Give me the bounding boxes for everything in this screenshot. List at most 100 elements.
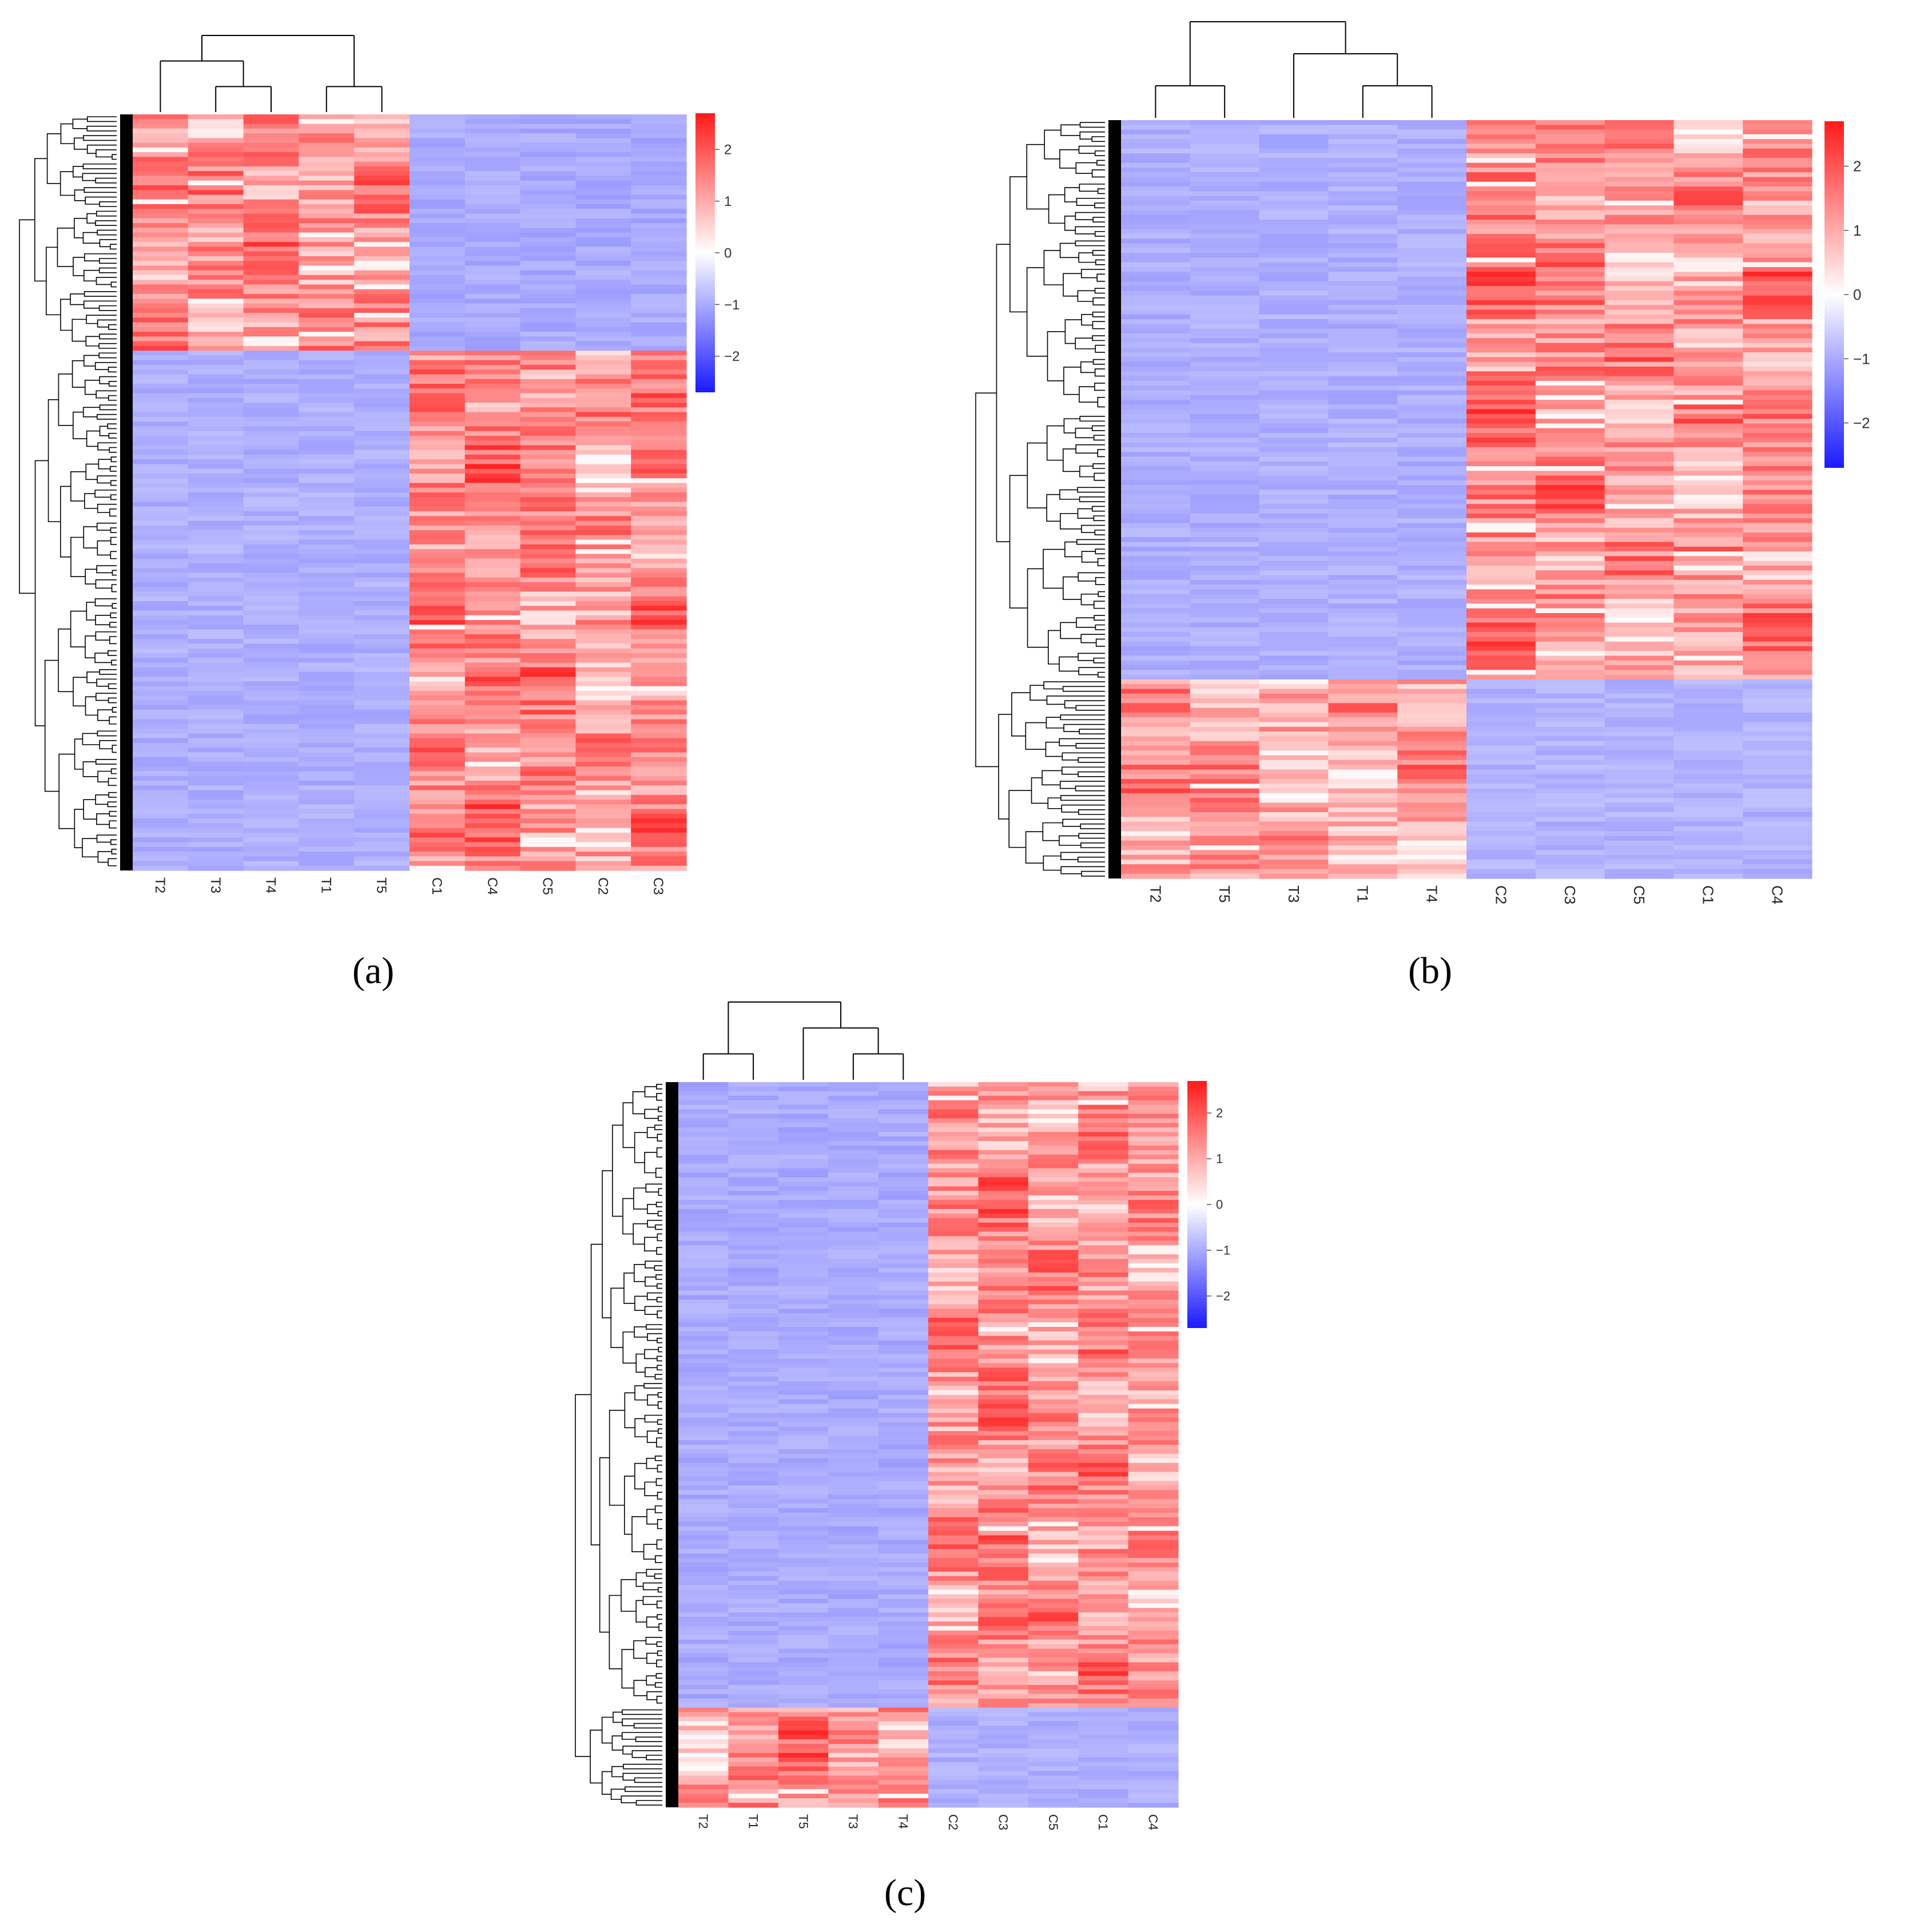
heatmap-cell (1328, 736, 1398, 742)
heatmap-cell (1604, 158, 1674, 164)
row-dendrogram-branch (110, 768, 117, 774)
heatmap-cell (1466, 390, 1536, 396)
heatmap-cell (1121, 352, 1191, 357)
heatmap-cell (678, 1163, 729, 1169)
heatmap-cell (1604, 181, 1674, 187)
heatmap-cell (1397, 243, 1467, 249)
heatmap-cell (978, 1399, 1029, 1405)
heatmap-cell (678, 1358, 729, 1363)
heatmap-cell (1397, 542, 1467, 547)
heatmap-cell (1397, 210, 1467, 216)
heatmap-cell (728, 1191, 779, 1196)
heatmap-cell (1028, 1159, 1079, 1164)
heatmap-cell (1121, 475, 1191, 481)
heatmap-cell (299, 492, 355, 498)
heatmap-cell (410, 190, 466, 196)
heatmap-cell (1397, 357, 1467, 363)
heatmap-cell (778, 1653, 829, 1659)
heatmap-cell (1128, 1349, 1179, 1355)
heatmap-cell (520, 416, 576, 422)
heatmap-cell (1121, 158, 1191, 164)
heatmap-cell (878, 1653, 929, 1659)
heatmap-cell (1674, 850, 1743, 856)
heatmap-cell (1328, 698, 1398, 703)
heatmap-cell (243, 761, 299, 767)
heatmap-cell (978, 1689, 1029, 1695)
heatmap-cell (1535, 286, 1605, 291)
heatmap-cell (1674, 788, 1743, 794)
heatmap-cell (1128, 1141, 1179, 1146)
heatmap-cell (1259, 300, 1329, 305)
heatmap-cell (928, 1345, 979, 1350)
heatmap-cell (1328, 144, 1398, 149)
heatmap-cell (1604, 508, 1674, 514)
heatmap-cell (878, 1381, 929, 1386)
heatmap-cell (1259, 807, 1329, 813)
heatmap-cell (243, 723, 299, 729)
heatmap-cell (243, 450, 299, 455)
heatmap-cell (1604, 385, 1674, 391)
heatmap-cell (1078, 1385, 1129, 1391)
heatmap-cell (1259, 272, 1329, 277)
heatmap-cell (928, 1499, 979, 1504)
heatmap-cell (1259, 461, 1329, 467)
heatmap-cell (1190, 807, 1260, 813)
heatmap-cell (299, 757, 355, 762)
heatmap-cell (1674, 651, 1743, 657)
heatmap-cell (1535, 575, 1605, 581)
heatmap-cell (1674, 238, 1743, 244)
heatmap-cell (520, 322, 576, 328)
heatmap-cell (1674, 693, 1743, 699)
heatmap-cell (1604, 850, 1674, 856)
heatmap-cell (243, 596, 299, 602)
heatmap-cell (1743, 703, 1812, 709)
heatmap-cell (1121, 347, 1191, 353)
heatmap-cell (1078, 1549, 1129, 1554)
heatmap-cell (1190, 205, 1260, 211)
heatmap-cell (299, 185, 355, 190)
heatmap-cell (728, 1209, 779, 1214)
heatmap-cell (1397, 575, 1467, 581)
heatmap-cell (1028, 1095, 1079, 1101)
heatmap-cell (778, 1132, 829, 1137)
heatmap-cell (520, 785, 576, 791)
heatmap-cell (778, 1394, 829, 1400)
heatmap-cell (520, 138, 576, 144)
heatmap-cell (678, 1172, 729, 1178)
heatmap-cell (1328, 873, 1398, 879)
heatmap-cell (631, 629, 687, 635)
heatmap-cell (1028, 1145, 1079, 1151)
heatmap-cell (1743, 144, 1812, 149)
heatmap-cell (1328, 314, 1398, 320)
row-label-band (1108, 120, 1121, 878)
heatmap-cell (828, 1109, 879, 1115)
heatmap-cell (728, 1222, 779, 1228)
heatmap-cell (978, 1326, 1029, 1332)
heatmap-cell (1190, 162, 1260, 168)
heatmap-cell (299, 714, 355, 720)
heatmap-cell (243, 832, 299, 838)
heatmap-cell (410, 506, 466, 512)
heatmap-cell (299, 516, 355, 522)
column-label-T1: T1 (1354, 885, 1372, 903)
heatmap-cell (978, 1476, 1029, 1481)
heatmap-cell (575, 119, 631, 125)
heatmap-cell (1674, 466, 1743, 471)
heatmap-cell (1078, 1630, 1129, 1636)
heatmap-cell (299, 124, 355, 129)
heatmap-cell (188, 776, 244, 781)
heatmap-cell (354, 351, 410, 356)
row-dendrogram-branch (97, 414, 117, 420)
heatmap-cell (133, 790, 189, 796)
heatmap-cell (1743, 589, 1812, 595)
heatmap-cell (778, 1499, 829, 1504)
heatmap-cell (678, 1222, 729, 1228)
heatmap-cell (299, 686, 355, 691)
heatmap-cell (678, 1272, 729, 1278)
heatmap-cell (1674, 390, 1743, 396)
heatmap-cell (575, 180, 631, 186)
heatmap-cell (1259, 698, 1329, 703)
heatmap-cell (1604, 423, 1674, 429)
heatmap-cell (1604, 352, 1674, 357)
heatmap-cell (778, 1635, 829, 1640)
